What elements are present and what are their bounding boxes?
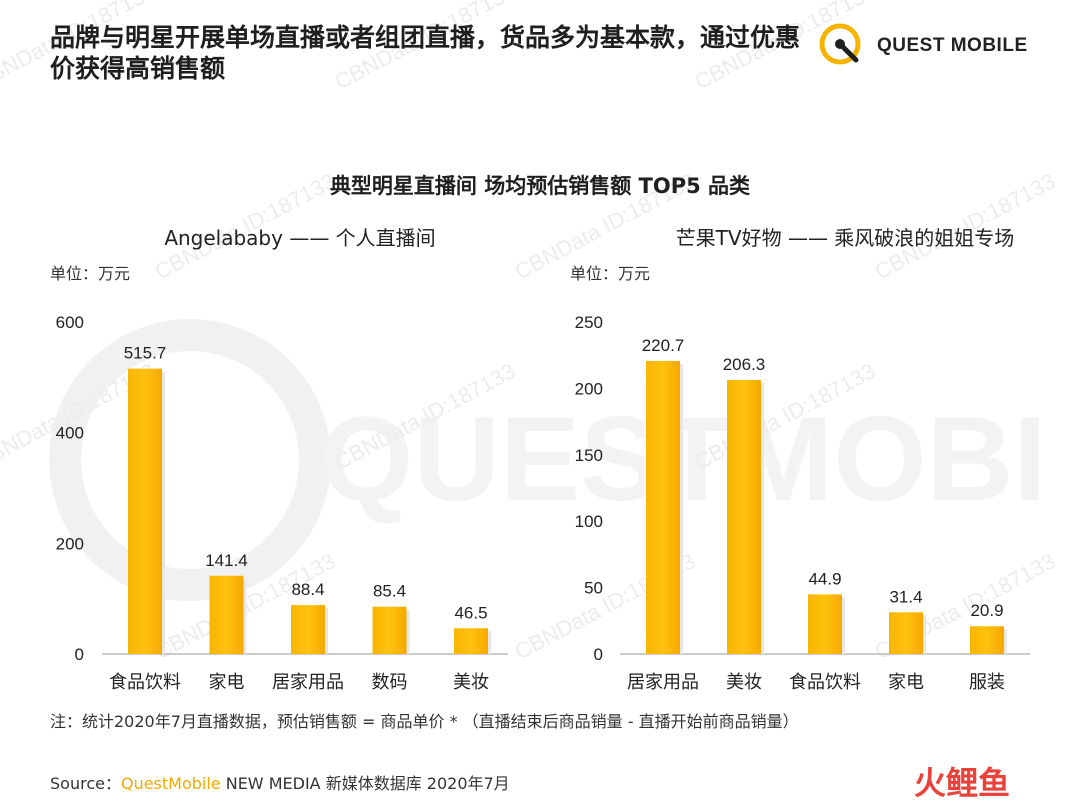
bar	[646, 360, 680, 654]
bar-value-label: 220.7	[642, 336, 685, 355]
bar	[970, 626, 1004, 654]
x-category-label: 服装	[969, 672, 1005, 693]
corner-brand-logo: 火鲤鱼	[914, 764, 1010, 802]
x-category-label: 家电	[209, 672, 245, 693]
bar	[808, 594, 842, 654]
page-headline: 品牌与明星开展单场直播或者组团直播，货品多为基本款，通过优惠价获得高销售额	[50, 23, 801, 83]
y-tick-label: 250	[575, 313, 603, 332]
bar-value-label: 46.5	[454, 603, 487, 622]
x-category-label: 数码	[372, 672, 408, 693]
bar	[291, 605, 325, 654]
bar-value-label: 206.3	[723, 355, 766, 374]
bar	[727, 380, 761, 654]
bar-value-label: 88.4	[291, 580, 324, 599]
y-tick-label: 150	[575, 446, 603, 465]
y-tick-label: 100	[575, 512, 603, 531]
footnote: 注：统计2020年7月直播数据，预估销售额 = 商品单价 * （直播结束后商品销…	[50, 712, 799, 731]
bar	[209, 575, 244, 654]
x-category-label: 居家用品	[627, 672, 699, 693]
questmobile-logo-icon	[819, 23, 861, 65]
x-category-label: 美妆	[726, 672, 762, 693]
x-category-label: 美妆	[453, 672, 489, 693]
y-tick-label: 50	[584, 579, 603, 598]
logo-text: QUEST MOBILE	[877, 35, 1028, 56]
chart-left: 0 200 400 600 515.7 食品饮料 141.4 家电 88.4 居家用品 85.4 数码…	[56, 313, 508, 693]
y-tick-label: 0	[75, 645, 84, 664]
corner-logo-text: 火鲤鱼	[914, 764, 1010, 802]
source-line: Source：QuestMobile NEW MEDIA 新媒体数据库 2020…	[50, 770, 510, 794]
bar-value-label: 85.4	[373, 582, 406, 601]
bar-value-label: 141.4	[205, 551, 248, 570]
y-tick-label: 0	[594, 645, 603, 664]
chart-left-unit: 单位：万元	[50, 264, 131, 283]
source-suffix: NEW MEDIA 新媒体数据库 2020年7月	[220, 774, 510, 793]
y-tick-label: 600	[56, 313, 84, 332]
bar	[454, 628, 488, 654]
bar-value-label: 20.9	[970, 601, 1003, 620]
x-category-label: 食品饮料	[109, 672, 181, 693]
questmobile-logo	[819, 23, 861, 65]
y-tick-label: 200	[56, 534, 84, 553]
x-category-label: 家电	[888, 672, 924, 693]
bar	[128, 368, 162, 654]
chart-right-unit: 单位：万元	[570, 264, 651, 283]
bar	[889, 612, 923, 654]
bar	[372, 606, 407, 654]
source-brand: QuestMobile	[120, 774, 221, 793]
chart-right: 0 50 100 150 200 250 220.7 居家用品 206.3 美妆 44.9 食品饮料 3…	[575, 313, 1030, 693]
chart-left-title: Angelababy —— 个人直播间	[164, 226, 436, 250]
x-category-label: 食品饮料	[789, 672, 861, 693]
x-category-label: 居家用品	[272, 672, 344, 693]
bar-value-label: 31.4	[889, 587, 922, 606]
y-tick-label: 400	[56, 424, 84, 443]
chart-right-title: 芒果TV好物 —— 乘风破浪的姐姐专场	[675, 226, 1015, 250]
main-chart-title: 典型明星直播间 场均预估销售额 TOP5 品类	[329, 174, 751, 198]
y-tick-label: 200	[575, 379, 603, 398]
bar-value-label: 515.7	[124, 344, 167, 363]
source-prefix: Source：	[50, 774, 121, 793]
bar-value-label: 44.9	[808, 569, 841, 588]
